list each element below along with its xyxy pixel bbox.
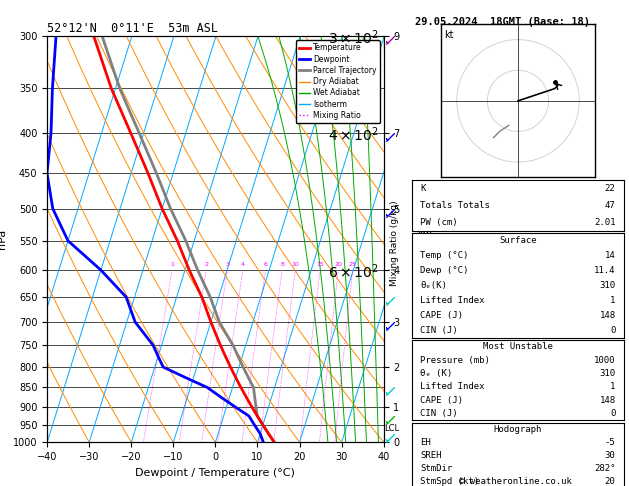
Text: PW (cm): PW (cm) [420,218,458,227]
Text: Most Unstable: Most Unstable [483,342,553,351]
Text: CAPE (J): CAPE (J) [420,311,464,320]
Text: -5: -5 [604,438,616,447]
Text: 30: 30 [604,451,616,460]
Text: CIN (J): CIN (J) [420,326,458,335]
Text: 8: 8 [280,262,284,267]
Text: 22: 22 [604,184,616,193]
Text: 1: 1 [610,382,616,392]
Text: 20: 20 [335,262,342,267]
Text: Pressure (mb): Pressure (mb) [420,356,491,365]
X-axis label: Dewpoint / Temperature (°C): Dewpoint / Temperature (°C) [135,468,296,478]
Text: 52°12'N  0°11'E  53m ASL: 52°12'N 0°11'E 53m ASL [47,22,218,35]
Text: 0: 0 [610,409,616,418]
Text: 3: 3 [225,262,230,267]
Y-axis label: km
ASL: km ASL [416,228,434,250]
Text: 11.4: 11.4 [594,266,616,275]
Text: Temp (°C): Temp (°C) [420,251,469,260]
Text: Dewp (°C): Dewp (°C) [420,266,469,275]
Text: 6: 6 [264,262,267,267]
Text: 14: 14 [604,251,616,260]
Text: 25: 25 [349,262,357,267]
Text: CAPE (J): CAPE (J) [420,396,464,405]
Text: 0: 0 [610,326,616,335]
Text: 1: 1 [170,262,174,267]
Text: 4: 4 [241,262,245,267]
Legend: Temperature, Dewpoint, Parcel Trajectory, Dry Adiabat, Wet Adiabat, Isotherm, Mi: Temperature, Dewpoint, Parcel Trajectory… [296,40,380,123]
Text: kt: kt [445,31,454,40]
Text: 310: 310 [599,281,616,290]
Text: 148: 148 [599,396,616,405]
Text: Mixing Ratio (g/kg): Mixing Ratio (g/kg) [390,200,399,286]
Text: Totals Totals: Totals Totals [420,201,491,210]
Text: 47: 47 [604,201,616,210]
Text: CIN (J): CIN (J) [420,409,458,418]
Text: 310: 310 [599,369,616,378]
Text: SREH: SREH [420,451,442,460]
Text: StmDir: StmDir [420,464,453,473]
Text: 2.01: 2.01 [594,218,616,227]
Text: Lifted Index: Lifted Index [420,382,485,392]
Text: Lifted Index: Lifted Index [420,296,485,305]
Text: 1000: 1000 [594,356,616,365]
Text: 29.05.2024  18GMT (Base: 18): 29.05.2024 18GMT (Base: 18) [415,17,590,27]
Text: LCL: LCL [384,424,399,433]
Text: © weatheronline.co.uk: © weatheronline.co.uk [459,477,572,486]
Text: 20: 20 [604,477,616,486]
Text: θₑ(K): θₑ(K) [420,281,447,290]
Text: Hodograph: Hodograph [494,425,542,434]
Text: 10: 10 [291,262,299,267]
Y-axis label: hPa: hPa [0,229,8,249]
Text: 2: 2 [204,262,208,267]
Text: StmSpd (kt): StmSpd (kt) [420,477,479,486]
Text: 282°: 282° [594,464,616,473]
Text: EH: EH [420,438,431,447]
Text: 148: 148 [599,311,616,320]
Text: 1: 1 [610,296,616,305]
Text: θₑ (K): θₑ (K) [420,369,453,378]
Text: 15: 15 [316,262,324,267]
Text: Surface: Surface [499,236,537,245]
Text: K: K [420,184,426,193]
